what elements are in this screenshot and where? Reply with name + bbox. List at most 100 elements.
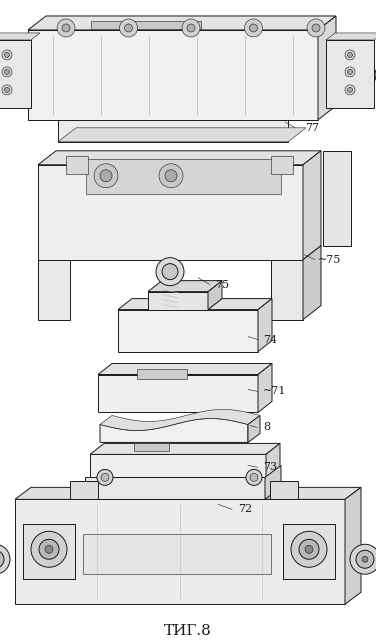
Bar: [271, 156, 293, 174]
Circle shape: [97, 469, 113, 485]
Polygon shape: [90, 444, 280, 454]
Polygon shape: [98, 364, 272, 374]
Circle shape: [31, 531, 67, 567]
Polygon shape: [85, 477, 265, 499]
Polygon shape: [58, 128, 306, 142]
Circle shape: [45, 545, 53, 553]
Bar: [270, 481, 298, 499]
Polygon shape: [38, 260, 70, 319]
Circle shape: [350, 544, 376, 574]
Circle shape: [94, 164, 118, 188]
Circle shape: [356, 550, 374, 568]
Circle shape: [5, 88, 9, 92]
Polygon shape: [15, 499, 345, 604]
Polygon shape: [148, 299, 222, 310]
Circle shape: [347, 88, 353, 92]
Text: 8: 8: [263, 422, 270, 433]
Polygon shape: [98, 374, 258, 412]
Polygon shape: [100, 419, 248, 442]
Polygon shape: [38, 151, 321, 164]
Circle shape: [250, 474, 258, 481]
Circle shape: [57, 19, 75, 37]
Polygon shape: [265, 465, 281, 499]
Circle shape: [5, 69, 9, 74]
Polygon shape: [303, 151, 321, 260]
Polygon shape: [266, 444, 280, 486]
Circle shape: [2, 67, 12, 77]
Circle shape: [39, 540, 59, 559]
Polygon shape: [303, 246, 321, 319]
Circle shape: [2, 85, 12, 95]
Polygon shape: [90, 454, 266, 486]
Text: ~75: ~75: [318, 255, 341, 265]
Polygon shape: [58, 120, 288, 142]
Circle shape: [250, 24, 258, 32]
Circle shape: [120, 19, 138, 37]
Polygon shape: [208, 280, 222, 310]
Polygon shape: [38, 164, 303, 260]
Polygon shape: [15, 487, 361, 499]
Circle shape: [291, 531, 327, 567]
Circle shape: [156, 258, 184, 285]
Circle shape: [162, 264, 178, 280]
Circle shape: [307, 19, 325, 37]
Bar: [137, 369, 187, 378]
Text: 74: 74: [263, 335, 277, 344]
Circle shape: [182, 19, 200, 37]
Polygon shape: [258, 364, 272, 412]
Bar: [91, 21, 201, 29]
Circle shape: [345, 50, 355, 60]
Polygon shape: [28, 30, 318, 120]
Text: 75: 75: [215, 280, 229, 290]
Polygon shape: [118, 310, 258, 351]
Circle shape: [244, 19, 262, 37]
Circle shape: [347, 69, 353, 74]
Polygon shape: [148, 280, 222, 292]
Circle shape: [100, 170, 112, 182]
Bar: [86, 159, 281, 194]
Bar: [70, 481, 98, 499]
Circle shape: [165, 170, 177, 182]
Bar: [66, 156, 88, 174]
Circle shape: [159, 164, 183, 188]
Circle shape: [0, 544, 10, 574]
Polygon shape: [0, 33, 40, 40]
Circle shape: [312, 24, 320, 32]
Polygon shape: [0, 40, 31, 108]
Polygon shape: [100, 410, 260, 431]
Text: ~71: ~71: [263, 387, 287, 397]
Polygon shape: [271, 260, 303, 319]
Circle shape: [5, 52, 9, 58]
Polygon shape: [258, 299, 272, 351]
Polygon shape: [85, 487, 281, 499]
Polygon shape: [148, 292, 208, 310]
Text: 73: 73: [263, 462, 277, 472]
Circle shape: [0, 550, 4, 568]
Circle shape: [305, 545, 313, 553]
Circle shape: [362, 556, 368, 563]
Circle shape: [345, 85, 355, 95]
Polygon shape: [248, 415, 260, 442]
Bar: [323, 151, 351, 246]
Circle shape: [101, 474, 109, 481]
Circle shape: [62, 24, 70, 32]
Circle shape: [124, 24, 132, 32]
Circle shape: [246, 469, 262, 485]
Polygon shape: [326, 33, 376, 40]
Polygon shape: [134, 444, 169, 451]
Circle shape: [375, 62, 376, 88]
Polygon shape: [28, 16, 336, 30]
Text: ΤИГ.8: ΤИГ.8: [164, 624, 212, 638]
Text: 77: 77: [305, 123, 319, 133]
Polygon shape: [318, 16, 336, 120]
Polygon shape: [118, 299, 272, 310]
Circle shape: [299, 540, 319, 559]
Circle shape: [187, 24, 195, 32]
Polygon shape: [345, 487, 361, 604]
Bar: [283, 524, 335, 579]
Bar: [83, 534, 271, 574]
Polygon shape: [326, 40, 374, 108]
Circle shape: [2, 50, 12, 60]
Circle shape: [347, 52, 353, 58]
Circle shape: [345, 67, 355, 77]
